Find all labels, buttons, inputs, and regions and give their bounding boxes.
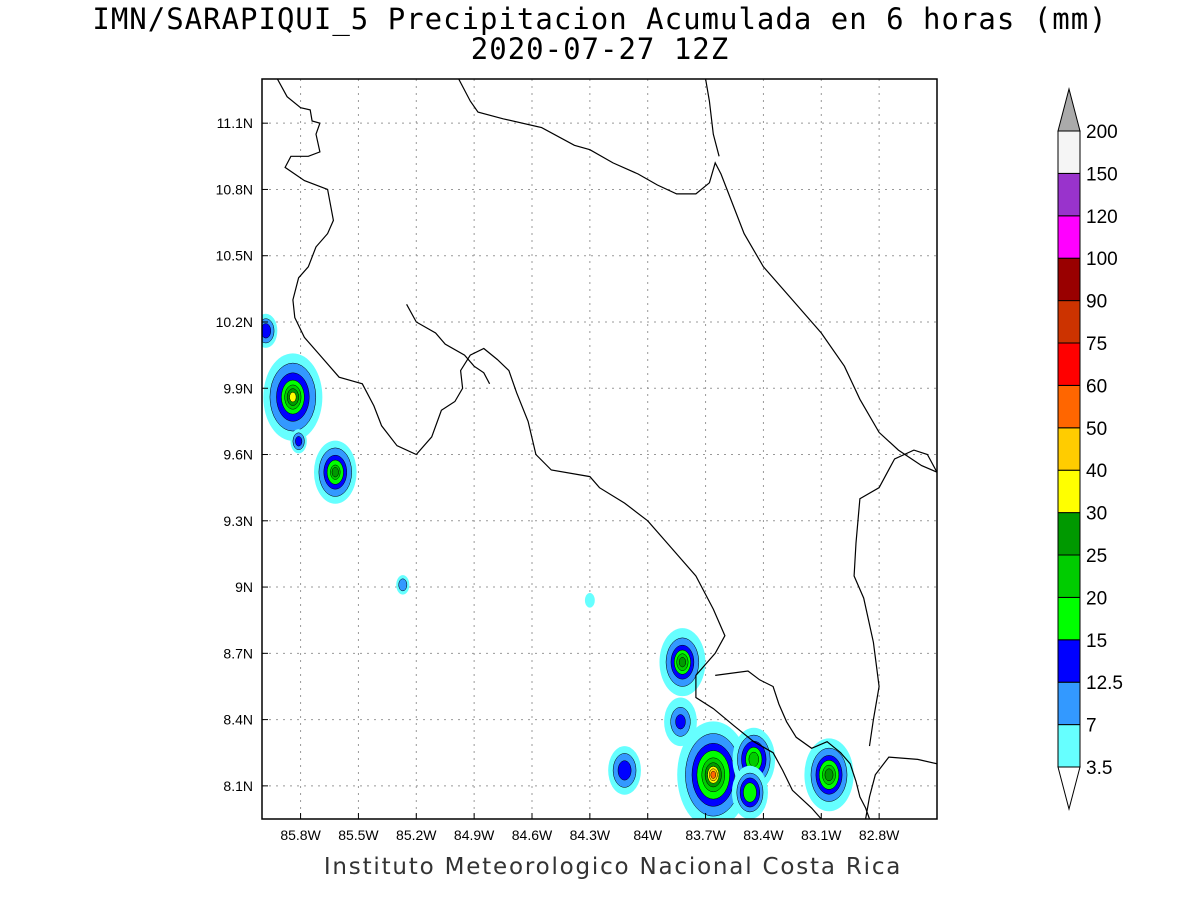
coastline xyxy=(276,79,937,819)
rain-cell xyxy=(262,313,278,348)
colorbar-under-triangle xyxy=(1057,766,1081,811)
colorbar-level-label: 3.5 xyxy=(1086,758,1112,779)
lon-tick-label: 84W xyxy=(633,827,663,843)
lat-tick-label: 11.1N xyxy=(217,115,253,131)
lat-tick-label: 8.7N xyxy=(223,645,253,661)
colorbar-legend: 3.5 7 12.5 15 20 25 30 40 50 60 75 90 100 120 150 200 xyxy=(1057,87,1123,811)
map-frame xyxy=(261,78,938,820)
colorbar-swatch xyxy=(1057,384,1081,429)
lat-tick-label: 9.6N xyxy=(223,447,253,463)
colorbar-swatch xyxy=(1057,724,1081,768)
colorbar-swatch xyxy=(1057,215,1081,259)
lat-tick-label: 10.2N xyxy=(216,314,253,330)
colorbar-level-label: 7 xyxy=(1086,716,1097,737)
rain-cell xyxy=(263,353,323,441)
colorbar-swatch xyxy=(1057,639,1081,683)
rain-contour xyxy=(710,770,716,779)
lat-tick-label: 10.5N xyxy=(216,248,253,264)
lon-tick-label: 85.8W xyxy=(280,827,321,843)
colorbar-over-triangle xyxy=(1057,87,1081,132)
lat-tick-label: 10.8N xyxy=(216,181,253,197)
coastline-segment xyxy=(853,449,937,747)
rain-contour xyxy=(262,323,272,339)
colorbar-swatch xyxy=(1057,554,1081,598)
rain-cell xyxy=(608,746,641,795)
colorbar-swatch xyxy=(1057,596,1081,641)
colorbar-level-label: 25 xyxy=(1086,546,1107,567)
colorbar-level-label: 200 xyxy=(1086,122,1118,143)
longitude-axis: 85.8W 85.5W 85.2W 84.9W 84.6W 84.3W 84W 83.7W 83… xyxy=(280,813,900,843)
lon-tick-label: 85.5W xyxy=(338,827,379,843)
rain-cell xyxy=(396,575,410,595)
colorbar-level-label: 75 xyxy=(1086,334,1107,355)
colorbar-swatch xyxy=(1057,427,1081,471)
lon-tick-label: 84.6W xyxy=(512,827,553,843)
colorbar-swatch xyxy=(1057,469,1081,514)
rain-cell xyxy=(313,440,357,504)
colorbar-level-label: 120 xyxy=(1086,207,1118,228)
colorbar-swatch xyxy=(1057,512,1081,556)
rain-contour xyxy=(584,593,595,608)
colorbar-level-label: 40 xyxy=(1086,461,1107,482)
coastline-segment xyxy=(705,79,720,157)
colorbar-level-label: 90 xyxy=(1086,292,1107,313)
rain-contour xyxy=(678,657,686,668)
colorbar-level-label: 12.5 xyxy=(1086,673,1123,694)
coastline-segment xyxy=(715,670,871,819)
map-title: IMN/SARAPIQUI_5 Precipitacion Acumulada … xyxy=(92,2,1108,36)
coastline-segment xyxy=(865,756,937,819)
lon-tick-label: 84.9W xyxy=(454,827,495,843)
latitude-axis: 11.1N 10.8N 10.5N 10.2N 9.9N 9.6N 9.3N 9N 8.7N 8.… xyxy=(216,115,268,794)
coastline-segment xyxy=(458,79,937,473)
colorbar-level-label: 50 xyxy=(1086,419,1107,440)
colorbar-swatch xyxy=(1057,342,1081,386)
credit-text: Instituto Meteorologico Nacional Costa R… xyxy=(323,854,903,880)
rain-cell xyxy=(731,765,768,819)
colorbar-level-label: 30 xyxy=(1086,504,1107,525)
lon-tick-label: 83.1W xyxy=(801,827,842,843)
rain-contour xyxy=(289,391,297,403)
lat-tick-label: 9.9N xyxy=(223,380,253,396)
precipitation-field xyxy=(262,313,854,819)
map-gridlines xyxy=(262,79,937,819)
lon-tick-label: 85.2W xyxy=(396,827,437,843)
lon-tick-label: 84.3W xyxy=(570,827,611,843)
coastline-segment xyxy=(406,304,491,385)
rain-cell xyxy=(677,721,750,819)
rain-contour xyxy=(295,436,303,447)
rain-contour xyxy=(398,578,408,592)
rain-contour xyxy=(824,768,834,782)
colorbar-level-label: 60 xyxy=(1086,376,1107,397)
colorbar-level-label: 100 xyxy=(1086,249,1118,270)
colorbar-swatch xyxy=(1057,257,1081,302)
rain-contour xyxy=(617,760,632,781)
rain-contour xyxy=(748,751,759,767)
rain-cell xyxy=(584,593,595,608)
rain-contour xyxy=(675,714,686,730)
rain-contour xyxy=(743,782,757,803)
colorbar-level-label: 15 xyxy=(1086,631,1107,652)
map-subtitle-datetime: 2020-07-27 12Z xyxy=(470,32,730,66)
rain-cell xyxy=(664,697,697,747)
lon-tick-label: 83.4W xyxy=(743,827,784,843)
colorbar-level-label: 150 xyxy=(1086,164,1118,185)
lat-tick-label: 8.1N xyxy=(223,778,253,794)
rain-contour xyxy=(331,467,339,478)
colorbar-swatch xyxy=(1057,300,1081,344)
lon-tick-label: 83.7W xyxy=(685,827,726,843)
rain-cell xyxy=(659,628,706,697)
colorbar-level-label: 20 xyxy=(1086,588,1107,609)
coastline-segment xyxy=(276,79,822,819)
rain-cell xyxy=(804,738,854,812)
colorbar-swatch xyxy=(1057,130,1081,174)
lat-tick-label: 9.3N xyxy=(223,513,253,529)
lat-tick-label: 9N xyxy=(235,579,253,595)
colorbar-swatch xyxy=(1057,172,1081,217)
rain-cell xyxy=(290,429,307,454)
lon-tick-label: 82.8W xyxy=(859,827,900,843)
lat-tick-label: 8.4N xyxy=(223,712,253,728)
colorbar-swatch xyxy=(1057,681,1081,726)
